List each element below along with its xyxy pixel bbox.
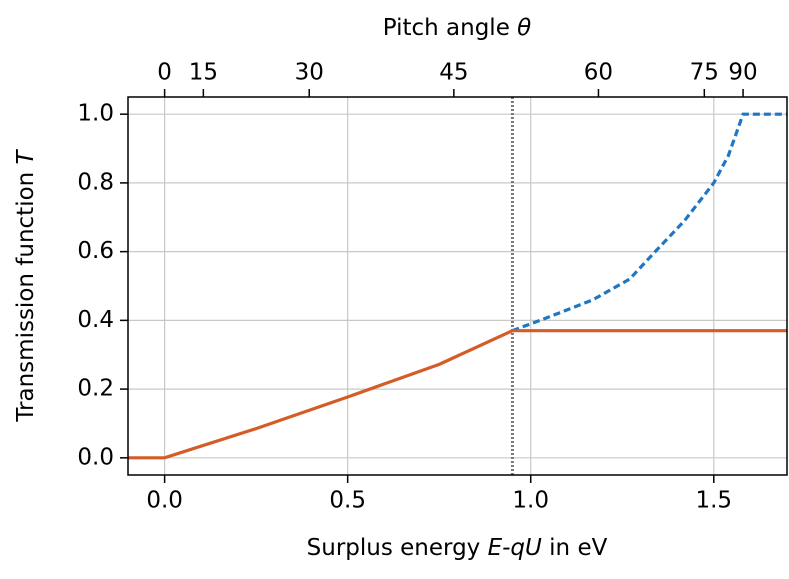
y-tick-label: 0.6 xyxy=(77,238,114,264)
top-tick-label: 90 xyxy=(728,60,757,86)
y-tick-label: 0.2 xyxy=(77,376,114,402)
x-axis-label: Surplus energy E-qU in eV xyxy=(307,535,608,561)
y-tick-label: 0.8 xyxy=(77,169,114,195)
top-tick-label: 30 xyxy=(295,60,324,86)
series-line xyxy=(128,329,787,460)
y-axis-label: Transmission function T xyxy=(13,148,39,422)
top-tick-label: 60 xyxy=(584,60,613,86)
y-tick-label: 1.0 xyxy=(77,101,114,127)
x-tick-label: 1.5 xyxy=(695,488,732,514)
x-tick-label: 0.0 xyxy=(146,488,183,514)
top-axis-label: Pitch angle θ xyxy=(383,15,532,41)
series-line xyxy=(511,112,787,333)
top-tick-label: 45 xyxy=(439,60,468,86)
top-tick-label: 0 xyxy=(157,60,172,86)
x-tick-label: 0.5 xyxy=(329,488,366,514)
y-tick-label: 0.0 xyxy=(77,444,114,470)
top-tick-label: 75 xyxy=(690,60,719,86)
y-tick-label: 0.4 xyxy=(77,307,114,333)
plot-frame xyxy=(127,96,788,476)
x-tick-label: 1.0 xyxy=(512,488,549,514)
top-tick-label: 15 xyxy=(189,60,218,86)
